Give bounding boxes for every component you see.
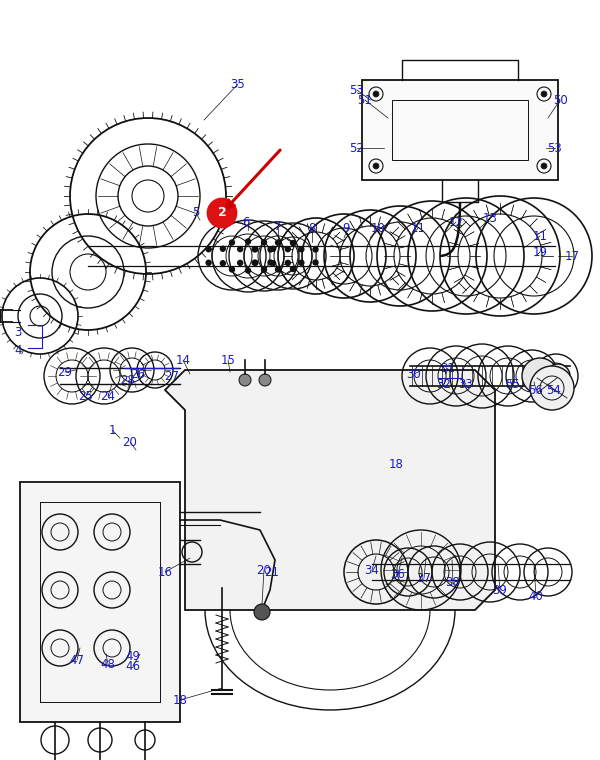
Circle shape	[262, 239, 266, 245]
Text: 54: 54	[547, 384, 562, 397]
Polygon shape	[165, 370, 495, 610]
Text: 2: 2	[218, 207, 226, 220]
Text: 11: 11	[410, 221, 425, 235]
Circle shape	[546, 364, 570, 388]
Circle shape	[268, 247, 273, 252]
Text: 36: 36	[391, 568, 406, 581]
Text: 5: 5	[193, 207, 200, 220]
Text: 52: 52	[350, 141, 364, 154]
Text: 14: 14	[176, 353, 191, 366]
Circle shape	[220, 246, 226, 252]
Circle shape	[299, 247, 304, 252]
Text: 7: 7	[274, 220, 282, 233]
Circle shape	[245, 268, 251, 273]
Text: 19: 19	[533, 245, 548, 258]
Text: 31: 31	[440, 362, 455, 375]
Text: 15: 15	[221, 353, 235, 366]
Text: 6: 6	[242, 216, 250, 229]
Text: 48: 48	[101, 657, 115, 670]
Circle shape	[206, 260, 211, 265]
Bar	[392, 100, 528, 160]
Circle shape	[254, 604, 270, 620]
Text: 33: 33	[458, 378, 473, 391]
Text: 29: 29	[58, 366, 73, 378]
Circle shape	[290, 267, 296, 271]
Text: 20: 20	[257, 563, 271, 577]
Text: 30: 30	[407, 368, 421, 381]
Circle shape	[286, 247, 290, 252]
Circle shape	[541, 91, 547, 97]
Circle shape	[259, 374, 271, 386]
Circle shape	[530, 366, 574, 410]
Text: 2: 2	[216, 207, 224, 220]
Circle shape	[238, 261, 242, 265]
Text: 26: 26	[131, 368, 146, 381]
Text: 25: 25	[79, 389, 94, 403]
Circle shape	[275, 240, 281, 245]
Text: 46: 46	[125, 660, 140, 673]
Text: 13: 13	[482, 211, 497, 224]
Circle shape	[271, 246, 275, 252]
Circle shape	[373, 163, 379, 169]
Text: 40: 40	[529, 590, 544, 603]
Text: 8: 8	[308, 221, 316, 235]
Text: 16: 16	[157, 565, 173, 578]
Text: 9: 9	[342, 221, 350, 235]
Bar	[20, 482, 180, 722]
Circle shape	[229, 267, 235, 272]
Circle shape	[268, 260, 273, 265]
Circle shape	[290, 240, 296, 245]
Text: 11: 11	[533, 230, 548, 242]
Text: 21: 21	[265, 565, 280, 578]
Text: 50: 50	[553, 93, 568, 106]
Circle shape	[238, 247, 242, 252]
Text: 18: 18	[173, 693, 187, 707]
Text: 18: 18	[389, 458, 403, 470]
Text: 35: 35	[230, 78, 245, 90]
Text: 51: 51	[358, 93, 373, 106]
Text: 1: 1	[108, 423, 116, 436]
Circle shape	[275, 267, 281, 272]
Text: 20: 20	[122, 435, 137, 448]
Circle shape	[252, 260, 257, 265]
Circle shape	[253, 247, 258, 252]
Circle shape	[206, 247, 211, 252]
Text: 39: 39	[493, 584, 508, 597]
Text: 4: 4	[14, 344, 22, 356]
Circle shape	[522, 358, 558, 394]
Text: 38: 38	[446, 575, 460, 588]
Circle shape	[286, 261, 290, 265]
Text: 24: 24	[101, 389, 115, 403]
Circle shape	[262, 268, 266, 272]
Circle shape	[271, 261, 275, 266]
Text: 47: 47	[70, 654, 85, 667]
Text: 32: 32	[437, 378, 451, 391]
Text: 28: 28	[121, 373, 136, 387]
Text: 34: 34	[365, 563, 379, 577]
Circle shape	[208, 199, 236, 227]
Circle shape	[239, 374, 251, 386]
Text: 53: 53	[548, 141, 562, 154]
Text: 27: 27	[164, 369, 179, 382]
Circle shape	[253, 260, 258, 265]
Circle shape	[313, 260, 318, 265]
Text: 37: 37	[416, 572, 431, 584]
Text: 56: 56	[529, 384, 544, 397]
Text: 3: 3	[14, 325, 22, 338]
Circle shape	[373, 91, 379, 97]
Circle shape	[313, 247, 318, 252]
Text: 10: 10	[371, 221, 385, 235]
Text: 12: 12	[449, 216, 464, 229]
Text: 49: 49	[125, 650, 140, 663]
Circle shape	[220, 261, 226, 266]
Text: 53: 53	[350, 84, 364, 97]
Text: 17: 17	[565, 249, 580, 262]
Text: 55: 55	[505, 378, 520, 391]
Bar	[362, 80, 558, 180]
Circle shape	[299, 260, 304, 265]
Circle shape	[541, 163, 547, 169]
Circle shape	[252, 247, 257, 252]
Circle shape	[245, 239, 251, 244]
Circle shape	[229, 240, 235, 245]
